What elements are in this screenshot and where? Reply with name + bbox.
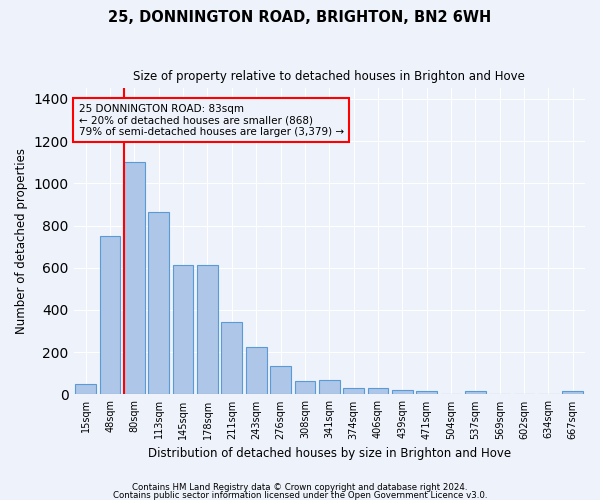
Bar [100,236,121,394]
Text: Contains public sector information licensed under the Open Government Licence v3: Contains public sector information licen… [113,490,487,500]
Bar [295,380,315,394]
Bar [562,392,583,394]
Y-axis label: Number of detached properties: Number of detached properties [15,148,28,334]
Bar [124,162,145,394]
Bar [76,384,96,394]
Bar [221,322,242,394]
Title: Size of property relative to detached houses in Brighton and Hove: Size of property relative to detached ho… [133,70,525,83]
Bar [246,347,266,395]
Bar [148,212,169,394]
Bar [465,392,486,394]
Bar [343,388,364,394]
Text: 25 DONNINGTON ROAD: 83sqm
← 20% of detached houses are smaller (868)
79% of semi: 25 DONNINGTON ROAD: 83sqm ← 20% of detac… [79,104,344,137]
Bar [392,390,413,394]
Bar [197,264,218,394]
X-axis label: Distribution of detached houses by size in Brighton and Hove: Distribution of detached houses by size … [148,447,511,460]
Bar [368,388,388,394]
Bar [270,366,291,394]
Bar [416,392,437,394]
Bar [319,380,340,394]
Text: Contains HM Land Registry data © Crown copyright and database right 2024.: Contains HM Land Registry data © Crown c… [132,484,468,492]
Text: 25, DONNINGTON ROAD, BRIGHTON, BN2 6WH: 25, DONNINGTON ROAD, BRIGHTON, BN2 6WH [109,10,491,25]
Bar [173,264,193,394]
